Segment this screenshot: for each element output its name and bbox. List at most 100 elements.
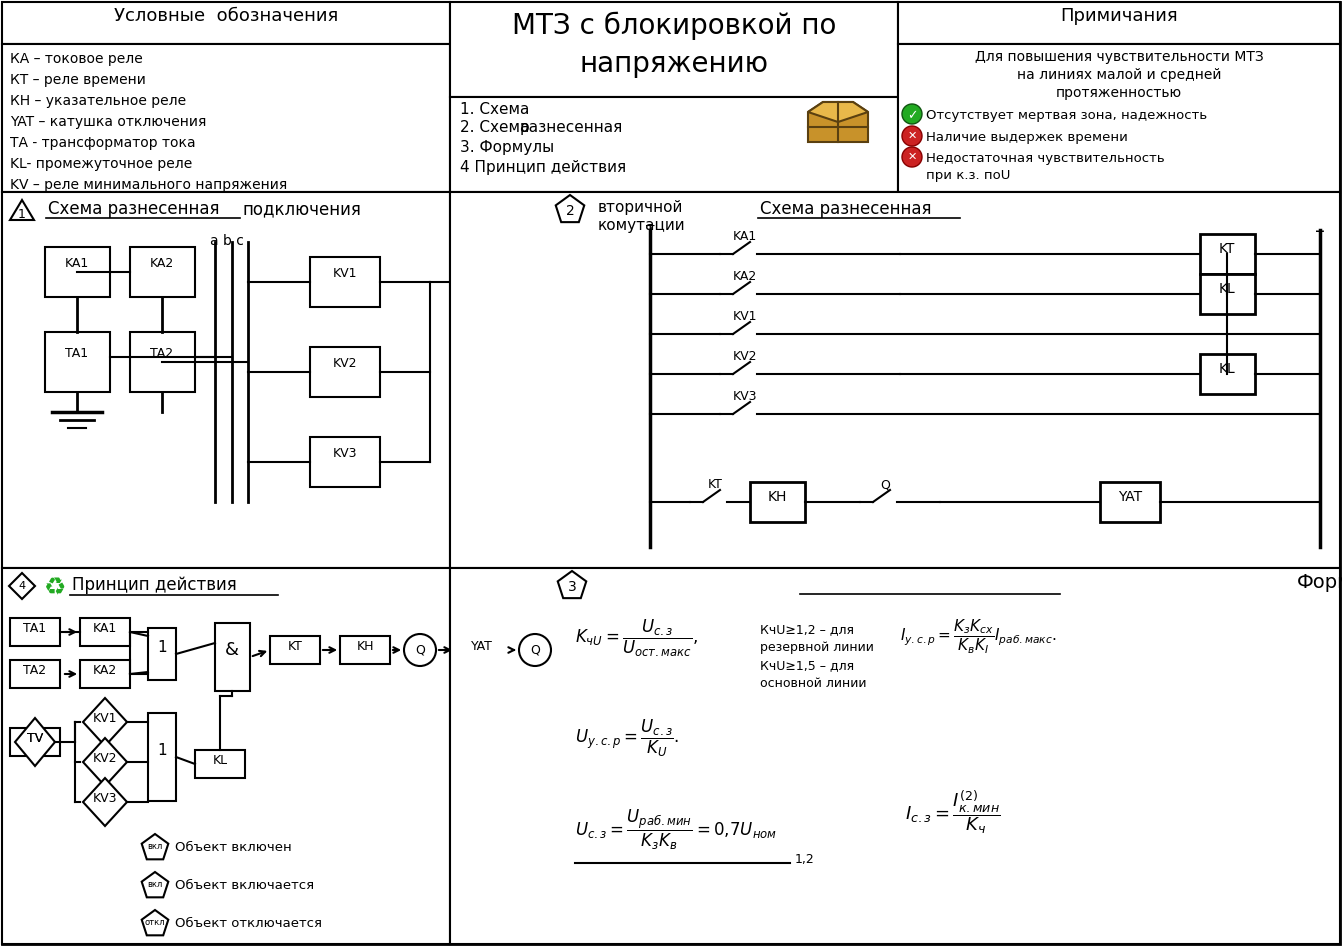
Text: KV3: KV3: [733, 390, 757, 403]
Text: Наличие выдержек времени: Наличие выдержек времени: [926, 131, 1127, 144]
Text: TV: TV: [27, 732, 43, 745]
Bar: [898, 44, 1341, 192]
Text: ТА - трансформатор тока: ТА - трансформатор тока: [9, 136, 196, 150]
Circle shape: [902, 126, 922, 146]
Text: 3: 3: [568, 580, 576, 594]
Text: TA2: TA2: [150, 347, 173, 360]
Bar: [310, 437, 380, 487]
Bar: [340, 636, 391, 664]
Bar: [81, 660, 130, 688]
Text: Для повышения чувствительности МТЗ: Для повышения чувствительности МТЗ: [974, 50, 1263, 64]
Text: KV – реле минимального напряжения: KV – реле минимального напряжения: [9, 178, 287, 192]
Bar: [215, 623, 250, 691]
Text: 1,2: 1,2: [794, 853, 815, 866]
Bar: [46, 332, 110, 392]
Text: YAT: YAT: [471, 640, 493, 653]
Text: КТ – реле времени: КТ – реле времени: [9, 73, 146, 87]
Bar: [750, 482, 805, 522]
Text: Примичания: Примичания: [1060, 7, 1178, 25]
Bar: [1200, 354, 1255, 394]
Text: вкл: вкл: [148, 842, 162, 851]
Bar: [195, 750, 246, 778]
Bar: [270, 636, 319, 664]
Text: вторичной: вторичной: [599, 200, 683, 215]
Text: KV3: KV3: [93, 792, 117, 805]
Text: KV1: KV1: [93, 712, 117, 725]
Text: KL: KL: [1219, 282, 1236, 296]
Text: KV2: KV2: [333, 357, 357, 370]
Text: 4: 4: [19, 581, 25, 591]
Bar: [9, 660, 60, 688]
Text: ✓: ✓: [907, 109, 917, 122]
Polygon shape: [9, 200, 34, 220]
Text: KL: KL: [1219, 362, 1236, 376]
Text: основной линии: основной линии: [760, 677, 867, 690]
Text: Объект включен: Объект включен: [174, 841, 291, 854]
Bar: [9, 728, 60, 756]
Text: разнесенная: разнесенная: [519, 120, 623, 135]
Bar: [1, 568, 450, 944]
Bar: [310, 257, 380, 307]
Text: KL- промежуточное реле: KL- промежуточное реле: [9, 157, 192, 171]
Bar: [1, 192, 450, 568]
Bar: [46, 247, 110, 297]
Text: протяженностью: протяженностью: [1056, 86, 1182, 100]
Text: YAT: YAT: [1118, 490, 1142, 504]
Circle shape: [519, 634, 552, 666]
Text: KL: KL: [212, 754, 228, 767]
Polygon shape: [15, 718, 55, 766]
Bar: [450, 192, 1341, 568]
Text: KA2: KA2: [93, 664, 117, 677]
Text: TA2: TA2: [23, 664, 47, 677]
Text: 2. Схема: 2. Схема: [460, 120, 529, 135]
Text: Q: Q: [415, 643, 425, 656]
Text: KV2: KV2: [93, 752, 117, 765]
Text: KV3: KV3: [333, 447, 357, 460]
Bar: [1, 2, 450, 44]
Text: Отсутствует мертвая зона, надежность: Отсутствует мертвая зона, надежность: [926, 109, 1206, 122]
Bar: [130, 332, 195, 392]
Text: Q: Q: [880, 478, 890, 491]
Text: Объект включается: Объект включается: [174, 879, 314, 892]
Text: КА – токовое реле: КА – токовое реле: [9, 52, 142, 66]
Circle shape: [902, 104, 922, 124]
Polygon shape: [83, 698, 127, 746]
Text: $K_{чU} = \dfrac{U_{с.з}}{U_{ост.макс}},$: $K_{чU} = \dfrac{U_{с.з}}{U_{ост.макс}},…: [574, 618, 698, 659]
Bar: [9, 618, 60, 646]
Text: 1: 1: [157, 743, 166, 758]
Text: Объект отключается: Объект отключается: [174, 917, 322, 930]
Text: вкл: вкл: [148, 880, 162, 889]
Bar: [1, 44, 450, 192]
Text: КчU≥1,5 – для: КчU≥1,5 – для: [760, 659, 854, 672]
Text: KV1: KV1: [333, 267, 357, 280]
Text: напряжению: напряжению: [580, 50, 769, 78]
Text: KA2: KA2: [733, 270, 757, 283]
Bar: [81, 618, 130, 646]
Text: a b c: a b c: [209, 234, 244, 248]
Polygon shape: [808, 102, 868, 122]
Polygon shape: [558, 571, 586, 598]
Polygon shape: [142, 834, 168, 859]
Text: при к.з. поU: при к.з. поU: [926, 169, 1011, 182]
Text: 2: 2: [565, 204, 574, 218]
Text: $U_{с.з} = \dfrac{U_{раб.мин}}{K_з K_в} = 0{,}7U_{ном}$: $U_{с.з} = \dfrac{U_{раб.мин}}{K_з K_в} …: [574, 808, 777, 852]
Bar: [450, 568, 1341, 944]
Text: 1: 1: [17, 208, 25, 221]
Text: 3. Формулы: 3. Формулы: [460, 140, 554, 155]
Polygon shape: [142, 910, 168, 936]
Bar: [148, 628, 176, 680]
Text: откл: откл: [145, 918, 165, 927]
Text: Условные  обозначения: Условные обозначения: [114, 7, 338, 25]
Text: резервной линии: резервной линии: [760, 641, 874, 654]
Text: МТЗ с блокировкой по: МТЗ с блокировкой по: [511, 12, 836, 41]
Text: 4 Принцип действия: 4 Принцип действия: [460, 160, 627, 175]
Text: $I_{у.с.р} = \dfrac{K_з K_{сх}}{K_в K_I} I_{раб.макс}.$: $I_{у.с.р} = \dfrac{K_з K_{сх}}{K_в K_I}…: [900, 618, 1056, 657]
Text: TA1: TA1: [66, 347, 89, 360]
Polygon shape: [556, 195, 584, 222]
Text: T: T: [646, 224, 655, 238]
Text: Принцип действия: Принцип действия: [72, 576, 236, 594]
Polygon shape: [9, 573, 35, 599]
Polygon shape: [808, 102, 868, 142]
Bar: [450, 2, 898, 97]
Bar: [1200, 274, 1255, 314]
